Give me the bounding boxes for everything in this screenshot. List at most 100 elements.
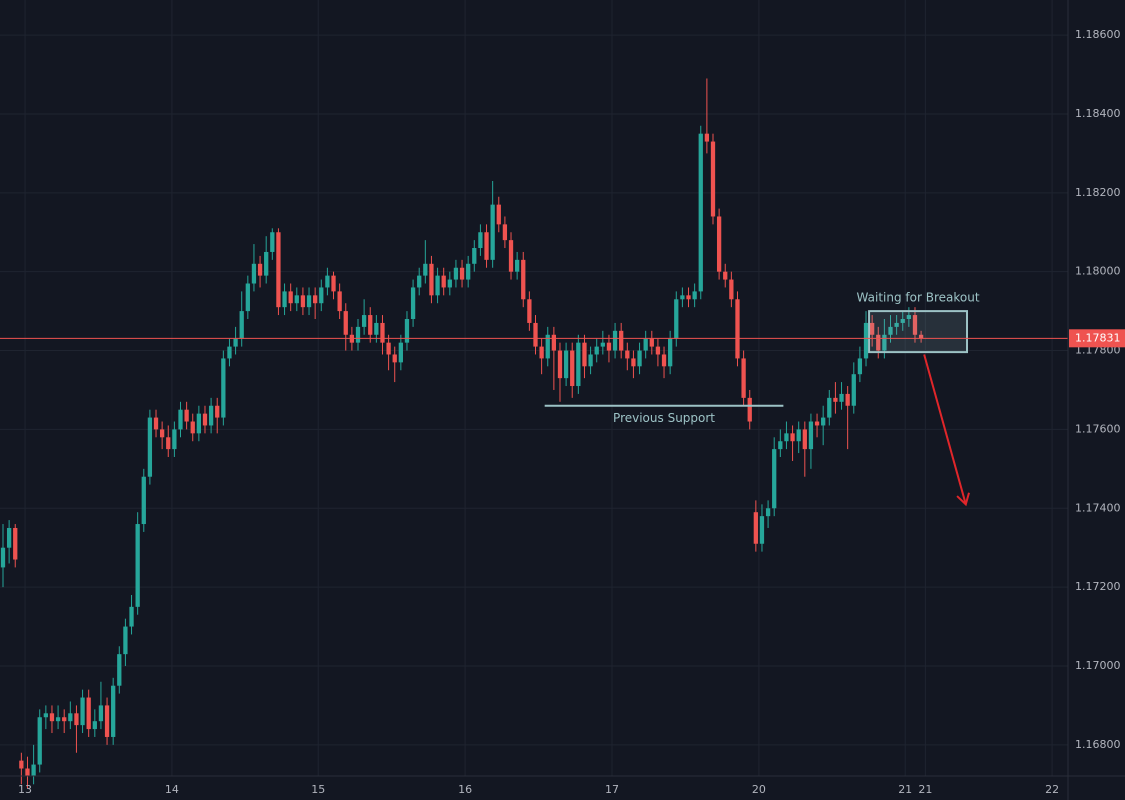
candle-body [772,449,777,509]
candle-body [851,374,856,406]
candle-body [80,697,85,726]
plot-area: Previous Support Waiting for Breakout [0,78,1068,789]
candle-body [551,334,557,351]
candle-body [398,342,403,363]
price-label: 1.17831 [1075,331,1121,344]
candle-body [637,350,642,367]
candle-body [313,295,318,304]
candle-body [337,291,342,312]
breakout-box [868,310,969,354]
candle-body [900,318,905,323]
candle-body [368,315,373,335]
candle-body [386,342,391,355]
candle-body [178,409,183,430]
candle-body [906,315,912,319]
candle-body [484,232,489,260]
candle-body [49,713,55,722]
x-tick-label: 22 [1045,783,1059,796]
candle-body [361,315,367,327]
candle-body [600,342,605,347]
candle-body [86,697,91,730]
candle-body [661,354,667,367]
y-tick-label: 1.18400 [1075,107,1121,120]
candle-body [227,346,232,359]
candle-body [319,287,324,304]
candle-body [190,421,195,434]
candle-body [778,441,783,450]
x-tick-label: 21 [918,783,932,796]
candle-body [753,512,758,544]
candle-body [374,322,379,335]
y-tick-label: 1.18000 [1075,265,1121,278]
candle-body [447,279,452,288]
y-tick-label: 1.18600 [1075,28,1121,41]
candle-body [441,275,446,288]
candle-body [674,299,679,339]
candle-body [257,263,263,276]
y-tick-label: 1.17000 [1075,659,1121,672]
y-tick-label: 1.16800 [1075,738,1121,751]
candle-body [894,322,899,327]
candle-body [410,287,416,319]
candle-body [37,717,42,765]
candle-body [649,338,654,347]
arrow-head [956,492,970,507]
candle-body [251,263,257,284]
candle-body [888,326,893,335]
candle-body [233,338,238,347]
candle-body [796,429,801,442]
candle-body [343,311,348,335]
candle-body [643,338,648,351]
candle-body [539,346,544,359]
candle-body [392,354,397,363]
candle-body [0,547,6,568]
candle-body [729,279,734,300]
candle-body [723,271,728,280]
candle-body [294,295,299,304]
candle-body [43,713,48,718]
candle-body [686,295,691,300]
candle-body [306,295,312,308]
candle-body [111,685,116,737]
candle-body [747,397,752,422]
candle-body [123,626,128,655]
candle-body [208,405,214,426]
x-tick-label: 13 [18,783,32,796]
candle-body [692,291,697,300]
candle-body [423,263,428,276]
candle-body [245,283,250,312]
candle-body [92,721,97,730]
candle-body [821,417,826,426]
x-tick-label: 17 [605,783,619,796]
y-tick-label: 1.18200 [1075,186,1121,199]
price-label-box [1069,329,1125,348]
candle-body [435,275,440,296]
candle-body [478,232,483,249]
candle-body [790,433,795,442]
candle-body [508,240,514,272]
candle-body [759,516,765,544]
x-tick-label: 20 [752,783,766,796]
candle-body [576,342,581,387]
support-label: Previous Support [613,411,715,425]
arrow-shaft [923,354,967,505]
candle-body [159,429,165,438]
x-tick-label: 21 [898,783,912,796]
candle-body [557,350,563,379]
candle-body [625,350,630,359]
candle-body [288,291,293,304]
candle-body [533,322,538,347]
candle-body [563,350,569,379]
candle-body [680,295,685,300]
candle-body [221,358,226,418]
x-tick-label: 15 [311,783,325,796]
candle-body [19,760,24,769]
candle-body [845,393,850,406]
y-tick-label: 1.17600 [1075,422,1121,435]
candle-body [466,263,471,280]
x-tick-label: 16 [458,783,472,796]
